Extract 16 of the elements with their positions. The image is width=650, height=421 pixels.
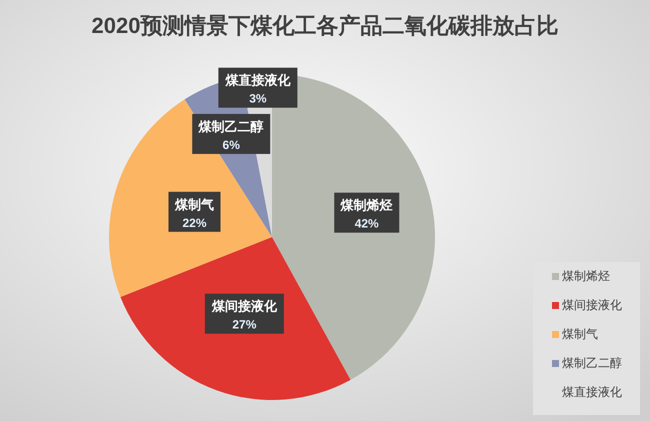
data-label: 27% xyxy=(232,318,257,332)
legend-label: 煤制乙二醇 xyxy=(562,356,622,370)
data-label: 3% xyxy=(249,92,267,106)
category-label: 煤直接液化 xyxy=(562,385,622,399)
slice-label: 煤制气 xyxy=(174,196,214,212)
data-label: 42% xyxy=(354,216,380,231)
legend-label: 煤制烯烃 xyxy=(562,269,610,283)
slice-label: 煤制乙二醇 xyxy=(198,118,264,134)
data-label: 22% xyxy=(182,216,207,230)
slice-label: 煤制烯烃 xyxy=(340,198,393,213)
slice-label: 煤间接液化 xyxy=(210,298,278,314)
legend-label: 煤制气 xyxy=(562,327,598,341)
slice-label: 煤直接液化 xyxy=(224,72,292,88)
title: 2020预测情景下煤化工各产品二氧化碳排放占比 xyxy=(92,13,558,38)
legend-label: 煤间接液化 xyxy=(562,298,622,312)
data-label: 6% xyxy=(222,138,240,152)
